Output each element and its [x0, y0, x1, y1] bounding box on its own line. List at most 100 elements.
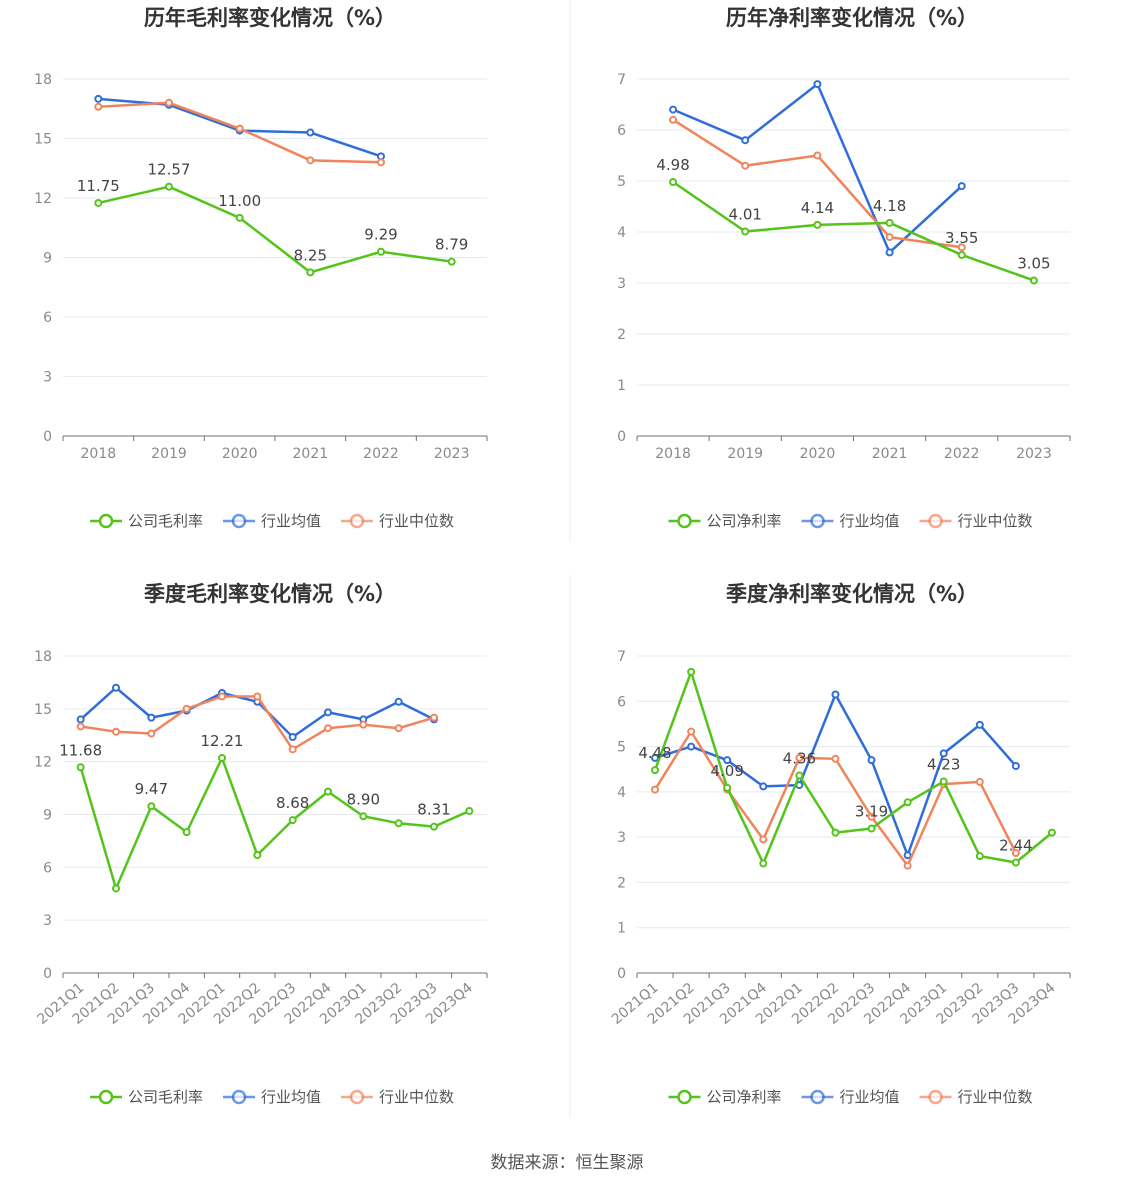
legend-item-company: 公司毛利率 — [90, 512, 203, 530]
x-tick-label: 2018 — [655, 446, 691, 462]
data-point-median — [885, 233, 894, 242]
data-point-median — [430, 713, 438, 722]
legend-label: 公司净利率 — [707, 512, 782, 530]
y-tick-label: 3 — [43, 913, 52, 929]
y-tick-label: 6 — [43, 310, 52, 326]
y-tick-label: 1 — [617, 921, 626, 937]
data-point-median — [975, 777, 984, 786]
x-tick-label: 2022 — [363, 446, 399, 462]
data-point-median — [394, 724, 403, 733]
y-tick-label: 6 — [43, 860, 52, 876]
x-tick-label: 2020 — [800, 446, 836, 462]
y-tick-label: 4 — [617, 785, 626, 801]
data-label: 3.19 — [855, 803, 888, 821]
y-tick-label: 0 — [43, 429, 52, 445]
data-point-average — [94, 94, 103, 103]
data-point-company — [94, 198, 103, 207]
legend-label: 行业均值 — [261, 512, 321, 530]
data-label: 3.55 — [945, 229, 978, 247]
data-point-median — [165, 98, 173, 107]
x-tick-label: 2021 — [293, 446, 329, 462]
data-point-company — [359, 812, 368, 821]
data-point-median — [813, 151, 822, 160]
data-point-company — [1011, 858, 1020, 867]
data-point-average — [723, 756, 732, 765]
data-point-average — [147, 713, 156, 722]
data-point-company — [651, 766, 660, 775]
data-label: 4.18 — [873, 197, 906, 215]
legend-item-median: 行业中位数 — [919, 512, 1033, 530]
data-point-average — [288, 733, 297, 742]
y-tick-label: 9 — [43, 808, 52, 824]
data-point-median — [867, 812, 876, 821]
legend-label: 公司毛利率 — [128, 1088, 203, 1106]
legend-label: 行业中位数 — [379, 512, 454, 530]
y-tick-label: 2 — [617, 875, 626, 891]
data-point-company — [723, 783, 732, 792]
data-point-median — [218, 692, 226, 701]
legend-marker — [349, 1089, 365, 1105]
data-label: 9.29 — [364, 226, 397, 244]
data-point-average — [306, 128, 315, 137]
x-tick-label: 2019 — [151, 446, 187, 462]
data-point-company — [76, 763, 85, 772]
y-tick-label: 9 — [43, 251, 52, 267]
data-point-average — [759, 782, 768, 791]
data-label: 12.21 — [201, 732, 244, 750]
data-point-average — [813, 80, 822, 89]
legend-marker — [928, 1089, 943, 1105]
data-point-median — [306, 156, 315, 165]
data-point-average — [651, 753, 660, 762]
data-point-company — [165, 182, 173, 191]
data-point-median — [359, 720, 368, 729]
data-point-average — [324, 708, 332, 717]
x-tick-label: 2022 — [944, 446, 980, 462]
y-tick-label: 3 — [617, 830, 626, 846]
legend-item-company: 公司净利率 — [668, 1088, 782, 1106]
series-line-company — [79, 756, 470, 890]
data-point-median — [288, 745, 297, 754]
y-tick-label: 7 — [617, 649, 626, 665]
data-point-company — [235, 213, 244, 222]
series-line-company — [672, 180, 1035, 282]
data-point-average — [1011, 762, 1020, 771]
data-point-median — [687, 727, 696, 736]
data-label: 4.09 — [711, 762, 744, 780]
legend-marker — [231, 1089, 247, 1105]
data-point-average — [939, 749, 948, 758]
legend-item-average: 行业均值 — [223, 512, 321, 530]
legend-item-average: 行业均值 — [223, 1088, 321, 1106]
x-tick-label: 2018 — [81, 446, 117, 462]
data-label: 11.75 — [77, 177, 120, 195]
data-point-company — [687, 667, 696, 676]
chart-quarterly-gross-margin: 季度毛利率变化情况（%）03691215182021Q12021Q22021Q3… — [34, 582, 488, 1106]
legend-item-average: 行业均值 — [801, 512, 900, 530]
data-point-company — [1029, 276, 1038, 285]
y-tick-label: 0 — [617, 966, 626, 982]
legend-marker — [810, 513, 825, 529]
data-label: 8.68 — [276, 794, 309, 812]
y-tick-label: 0 — [617, 429, 626, 445]
data-point-company — [885, 218, 894, 227]
data-point-average — [76, 715, 85, 724]
data-label: 4.01 — [729, 205, 762, 223]
data-point-median — [669, 115, 678, 124]
legend-label: 行业中位数 — [958, 1088, 1033, 1106]
data-label: 3.05 — [1017, 254, 1050, 272]
legend-marker — [98, 1089, 114, 1105]
data-label: 12.57 — [148, 161, 191, 179]
legend-item-median: 行业中位数 — [341, 512, 454, 530]
y-tick-label: 5 — [617, 740, 626, 756]
data-point-average — [867, 756, 876, 765]
data-point-average — [957, 182, 966, 191]
y-tick-label: 6 — [617, 694, 626, 710]
data-point-average — [112, 683, 120, 692]
data-point-median — [235, 124, 244, 133]
data-label: 8.25 — [294, 246, 327, 264]
chart-annual-net-margin: 历年净利率变化情况（%） 0 1 2 3 4 5 6 7 2018 2019 2020 2021 2022… — [617, 6, 1071, 530]
data-point-company — [759, 859, 768, 868]
legend-marker — [928, 513, 943, 529]
legend-item-company: 公司净利率 — [668, 512, 782, 530]
data-label: 4.98 — [656, 156, 689, 174]
y-tick-label: 6 — [617, 123, 626, 139]
